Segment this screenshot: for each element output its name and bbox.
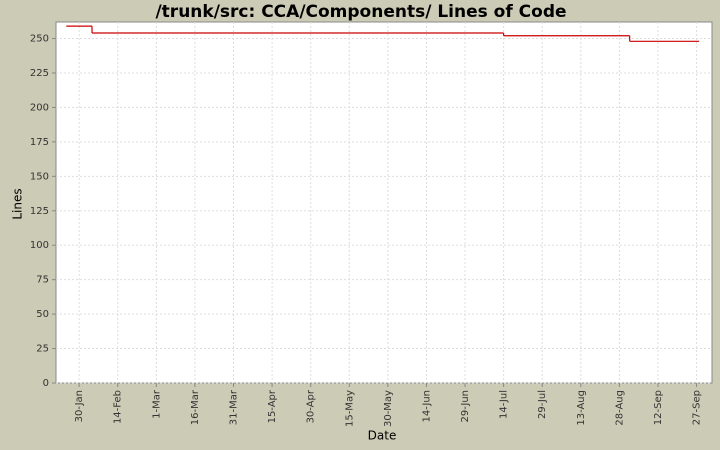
x-tick-label: 15-Apr bbox=[267, 389, 278, 423]
chart-title: /trunk/src: CCA/Components/ Lines of Cod… bbox=[155, 2, 566, 22]
x-tick-label: 12-Sep bbox=[653, 390, 664, 425]
y-tick-label: 150 bbox=[30, 171, 49, 182]
x-axis-label: Date bbox=[368, 429, 397, 443]
x-tick-label: 28-Aug bbox=[614, 390, 625, 426]
x-tick-label: 30-Jan bbox=[74, 390, 85, 422]
x-tick-label: 15-May bbox=[344, 390, 355, 427]
y-tick-label: 125 bbox=[30, 206, 49, 217]
x-tick-label: 31-Mar bbox=[229, 389, 240, 425]
x-tick-label: 1-Mar bbox=[151, 389, 162, 419]
x-tick-label: 16-Mar bbox=[190, 389, 201, 425]
y-tick-label: 175 bbox=[30, 137, 49, 148]
x-tick-label: 13-Aug bbox=[576, 390, 587, 426]
y-tick-label: 25 bbox=[36, 344, 49, 355]
y-axis-label: Lines bbox=[11, 188, 25, 219]
x-tick-label: 14-Jul bbox=[499, 390, 510, 419]
x-tick-label: 14-Jun bbox=[421, 390, 432, 423]
y-tick-label: 250 bbox=[30, 34, 49, 45]
plot-area bbox=[55, 21, 713, 384]
y-tick-label: 50 bbox=[36, 309, 49, 320]
x-tick-label: 29-Jun bbox=[460, 390, 471, 423]
y-tick-label: 75 bbox=[36, 275, 49, 286]
x-tick-label: 30-May bbox=[383, 390, 394, 427]
y-tick-label: 225 bbox=[30, 68, 49, 79]
x-tick-label: 29-Jul bbox=[537, 390, 548, 419]
x-tick-label: 27-Sep bbox=[692, 390, 703, 425]
y-tick-label: 100 bbox=[30, 240, 49, 251]
y-tick-label: 0 bbox=[43, 378, 49, 389]
x-tick-label: 30-Apr bbox=[306, 389, 317, 423]
y-tick-label: 200 bbox=[30, 102, 49, 113]
x-tick-label: 14-Feb bbox=[113, 390, 124, 424]
